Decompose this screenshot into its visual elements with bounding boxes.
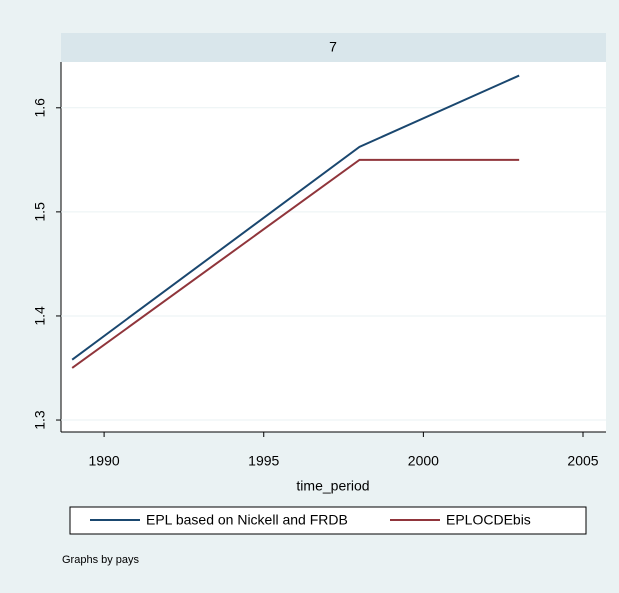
- x-tick-label: 2000: [408, 453, 439, 469]
- legend: [69, 506, 587, 535]
- y-tick-label: 1.6: [32, 98, 48, 118]
- note: Graphs by pays: [62, 554, 140, 566]
- y-tick-label: 1.4: [32, 306, 48, 326]
- x-tick-label: 1995: [248, 453, 279, 469]
- y-tick-label: 1.5: [32, 202, 48, 222]
- plot-area: [61, 62, 606, 432]
- panel-header: [61, 33, 606, 62]
- x-tick-label: 2005: [567, 453, 598, 469]
- panel-title: 7: [329, 39, 337, 55]
- series-line: [71, 74, 520, 361]
- y-tick-label: 1.3: [32, 410, 48, 430]
- series-line: [71, 158, 520, 369]
- x-tick-label: 1990: [89, 453, 120, 469]
- legend-label: EPLOCDEbis: [446, 512, 531, 528]
- x-axis-title: time_period: [296, 478, 369, 494]
- legend-label: EPL based on Nickell and FRDB: [146, 512, 348, 528]
